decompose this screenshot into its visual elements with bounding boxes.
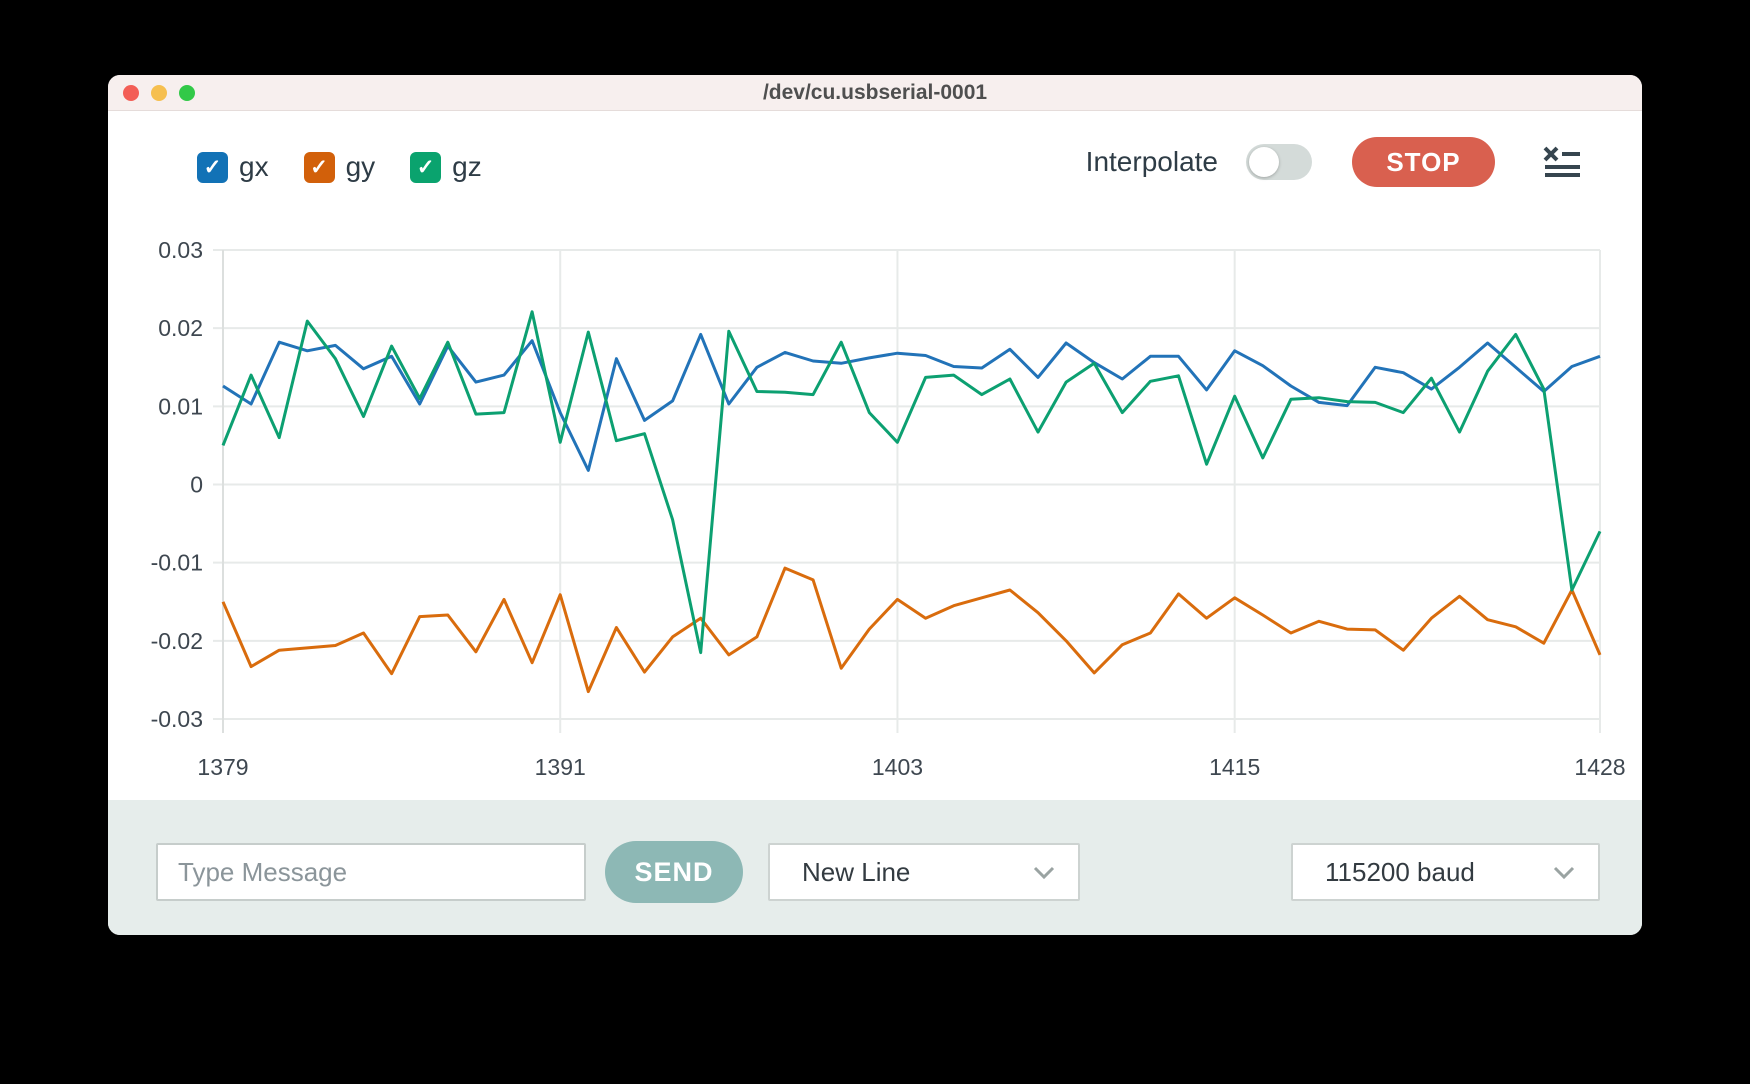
close-button[interactable]: [123, 85, 139, 101]
stop-button[interactable]: STOP: [1352, 137, 1495, 187]
traffic-lights: [123, 85, 195, 101]
x-tick-label: 1391: [535, 754, 586, 780]
toolbar-right: Interpolate STOP: [1086, 137, 1583, 187]
baud-rate-value: 115200 baud: [1325, 856, 1475, 887]
gz-checkbox[interactable]: ✓: [410, 151, 442, 183]
zoom-button[interactable]: [179, 85, 195, 101]
interpolate-toggle[interactable]: [1246, 144, 1312, 180]
chart-area: 0.03 0.02 0.01 0 -0.01 -0.02 -0.03 1379 1391 1403…: [108, 215, 1642, 800]
x-tick-label: 1379: [197, 754, 248, 780]
send-button[interactable]: SEND: [605, 841, 743, 903]
legend-item-gy[interactable]: ✓ gy: [303, 151, 376, 183]
check-icon: ✓: [310, 155, 328, 179]
interpolate-label: Interpolate: [1085, 146, 1218, 177]
clear-log-icon[interactable]: [1541, 145, 1583, 179]
chevron-down-icon: [1553, 866, 1575, 879]
gx-checkbox[interactable]: ✓: [197, 151, 228, 183]
toggle-knob: [1249, 147, 1279, 177]
line-ending-select[interactable]: New Line: [768, 843, 1080, 901]
x-tick-label: 1403: [872, 754, 923, 780]
legend-label-gx: gx: [239, 151, 269, 182]
series-line-gy: [221, 566, 1602, 694]
window-title: /dev/cu.usbserial-0001: [762, 81, 988, 104]
series-legend: ✓ gx ✓ gy ✓ gz: [197, 151, 482, 183]
line-ending-value: New Line: [802, 856, 911, 887]
gy-checkbox[interactable]: ✓: [303, 151, 335, 183]
y-tick-label: -0.01: [151, 550, 203, 576]
legend-item-gx[interactable]: ✓ gx: [197, 151, 269, 183]
message-input[interactable]: [156, 843, 586, 901]
y-tick-label: 0: [190, 472, 203, 498]
y-tick-label: -0.02: [151, 628, 203, 654]
chevron-down-icon: [1033, 866, 1055, 879]
y-tick-label: 0.03: [158, 237, 203, 263]
y-tick-label: 0.01: [158, 393, 203, 419]
bottom-bar: SEND New Line 115200 baud: [108, 800, 1642, 935]
minimize-button[interactable]: [151, 85, 167, 101]
legend-item-gz[interactable]: ✓ gz: [410, 151, 482, 183]
serial-plotter-window: /dev/cu.usbserial-0001 ✓ gx ✓ gy ✓ gz In…: [108, 75, 1642, 935]
x-tick-label: 1428: [1574, 754, 1625, 780]
check-icon: ✓: [203, 155, 222, 179]
y-tick-label: -0.03: [151, 706, 203, 732]
titlebar[interactable]: /dev/cu.usbserial-0001: [108, 75, 1642, 111]
series-line-gx: [222, 332, 1601, 472]
check-icon: ✓: [416, 155, 435, 179]
baud-rate-select[interactable]: 115200 baud: [1291, 843, 1600, 901]
y-tick-label: 0.02: [158, 315, 203, 341]
x-tick-label: 1415: [1209, 754, 1260, 780]
legend-label-gz: gz: [452, 151, 482, 182]
series-line-gz: [221, 310, 1602, 655]
legend-label-gy: gy: [345, 151, 376, 182]
line-chart: 0.03 0.02 0.01 0 -0.01 -0.02 -0.03 1379 1391 1403…: [151, 237, 1626, 780]
